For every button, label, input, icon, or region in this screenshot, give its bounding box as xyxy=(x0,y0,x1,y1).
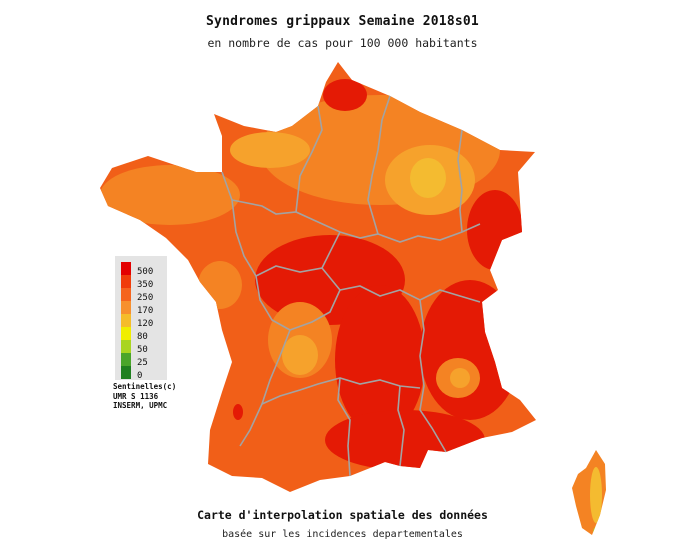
legend-label-500: 500 xyxy=(137,267,154,277)
legend-swatch-350 xyxy=(121,275,131,288)
legend-swatch-250 xyxy=(121,288,131,301)
zone-bretagne-orange xyxy=(100,165,240,225)
credit-line-2: UMR S 1136 xyxy=(113,391,159,401)
legend-swatch-50 xyxy=(121,340,131,353)
legend-label-50: 50 xyxy=(137,345,148,355)
zone-massif-red xyxy=(335,285,425,435)
legend-label-80: 80 xyxy=(137,332,148,342)
legend-swatch-25 xyxy=(121,353,131,366)
legend-label-0: 0 xyxy=(137,371,143,381)
legend-label-120: 120 xyxy=(137,319,154,329)
mainland-france xyxy=(100,62,536,492)
zone-vendee-orange xyxy=(198,261,242,309)
zone-rhone-light xyxy=(450,368,470,388)
legend-swatch-0 xyxy=(121,366,131,379)
legend-label-170: 170 xyxy=(137,306,154,316)
zone-nord-red xyxy=(323,79,367,111)
footer-subtitle: basée sur les incidences departementales xyxy=(222,529,463,540)
legend-swatch-500 xyxy=(121,262,131,275)
legend-swatch-170 xyxy=(121,301,131,314)
corsica xyxy=(572,450,606,535)
zone-lorraine-red xyxy=(467,190,523,270)
region-borders xyxy=(221,95,481,477)
corsica-zone-light xyxy=(590,467,602,523)
zone-landes-red xyxy=(233,404,243,420)
map-title: Syndromes grippaux Semaine 2018s01 xyxy=(206,14,479,29)
credit-line-1: Sentinelles(c) xyxy=(113,382,177,391)
incidence-zones xyxy=(100,79,523,470)
legend-label-250: 250 xyxy=(137,293,154,303)
zone-limousin-light xyxy=(282,335,318,375)
color-legend: 500 350 250 170 120 80 50 25 0 xyxy=(115,256,167,381)
map-subtitle: en nombre de cas pour 100 000 habitants xyxy=(207,36,478,50)
legend-swatch-120 xyxy=(121,314,131,327)
legend-label-25: 25 xyxy=(137,358,148,368)
credits: Sentinelles(c) UMR S 1136 INSERM, UPMC xyxy=(113,382,176,411)
legend-swatch-80 xyxy=(121,327,131,340)
zone-alpes-red xyxy=(420,280,520,420)
credit-line-3: INSERM, UPMC xyxy=(113,401,168,410)
zone-est-yellow xyxy=(410,158,446,198)
footer-title: Carte d'interpolation spatiale des donné… xyxy=(197,508,488,522)
legend-label-350: 350 xyxy=(137,280,154,290)
zone-normandie-light xyxy=(230,132,310,168)
